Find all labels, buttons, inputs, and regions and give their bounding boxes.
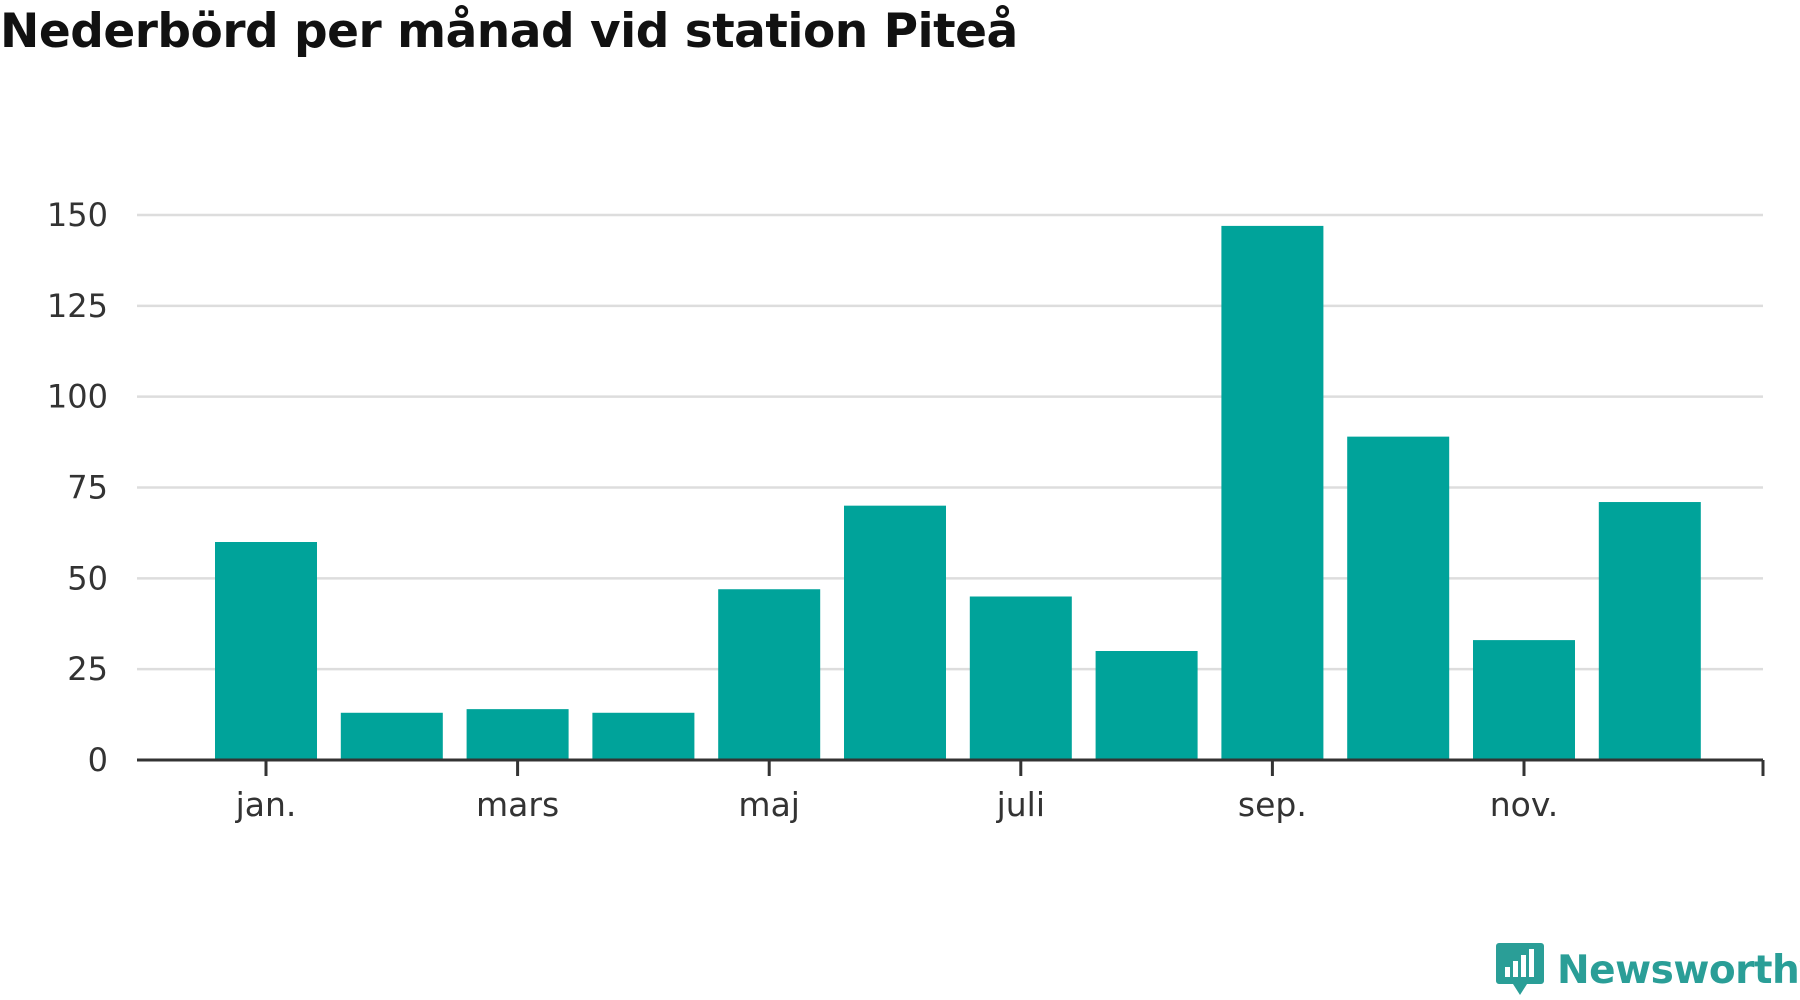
x-tick-label: maj xyxy=(738,785,800,824)
bar-juli xyxy=(969,596,1072,760)
bar-maj xyxy=(718,589,821,760)
bar-sep xyxy=(1221,225,1324,760)
x-tick-label: sep. xyxy=(1238,785,1307,824)
bar-feb xyxy=(340,712,443,760)
x-tick-label: nov. xyxy=(1490,785,1559,824)
bar-nov xyxy=(1473,640,1575,760)
x-axis xyxy=(137,758,1765,776)
y-tick-label: 150 xyxy=(47,196,108,234)
bar-okt xyxy=(1347,436,1450,760)
bar-dec xyxy=(1598,502,1701,760)
y-axis-tick-labels: 0 25 50 75 100 125 150 xyxy=(47,196,108,779)
y-tick-label: 0 xyxy=(88,741,108,779)
x-axis-tick-labels: jan. mars maj juli sep. nov. xyxy=(235,785,1559,824)
x-tick-label: jan. xyxy=(235,785,297,824)
bar-aug xyxy=(1095,651,1198,760)
x-tick-label: juli xyxy=(996,785,1045,824)
bar-juni xyxy=(844,505,946,760)
newsworthy-logo: Newsworthy xyxy=(1495,940,1800,1000)
bars xyxy=(215,225,1701,760)
y-tick-label: 75 xyxy=(67,469,108,507)
y-tick-label: 50 xyxy=(67,559,108,597)
gridlines xyxy=(137,213,1763,671)
bar-apr xyxy=(592,712,695,760)
x-tick-label: mars xyxy=(476,785,559,824)
logo-text: Newsworthy xyxy=(1557,947,1800,993)
bar-chart-speech-bubble-icon xyxy=(1496,943,1544,995)
y-tick-label: 100 xyxy=(47,378,108,416)
chart-title: Nederbörd per månad vid station Piteå xyxy=(0,4,1018,59)
y-tick-label: 125 xyxy=(47,287,108,325)
y-tick-label: 25 xyxy=(67,650,108,688)
bar-jan xyxy=(215,542,317,760)
bar-mars xyxy=(466,709,569,760)
